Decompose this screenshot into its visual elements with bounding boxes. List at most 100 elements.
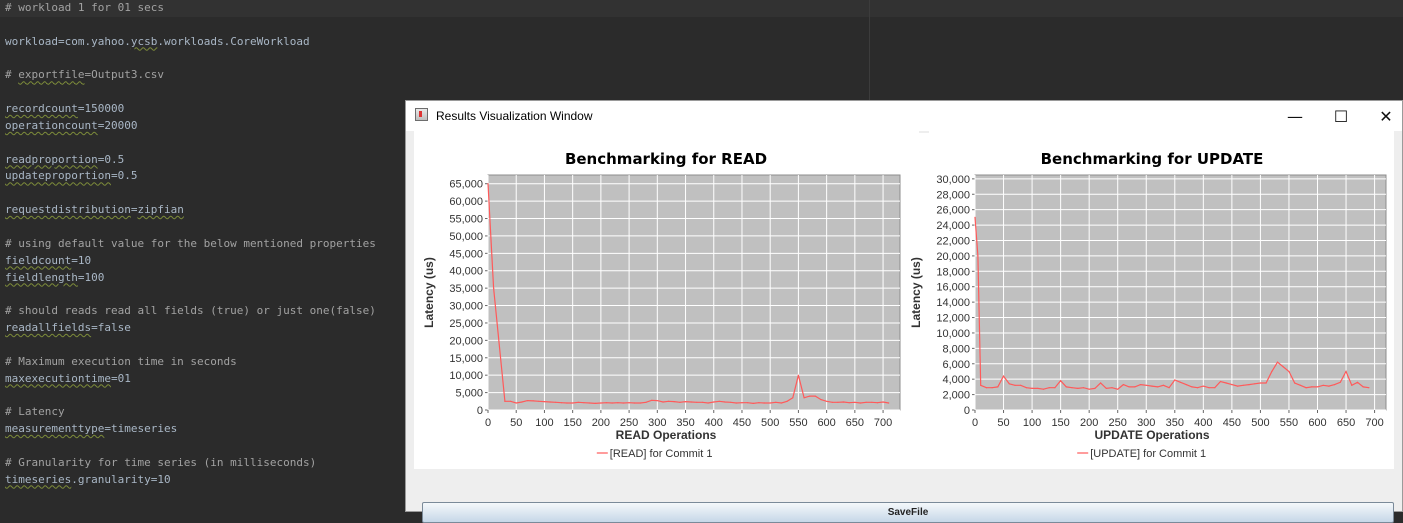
data-point bbox=[980, 384, 982, 386]
data-point bbox=[1071, 387, 1073, 389]
data-point bbox=[876, 402, 878, 404]
code-token: readproportion bbox=[5, 152, 98, 166]
data-point bbox=[786, 400, 788, 402]
code-line: fieldcount=10 bbox=[5, 253, 376, 270]
data-point bbox=[985, 387, 988, 389]
x-tick-label: 700 bbox=[874, 417, 892, 429]
x-tick-label: 0 bbox=[485, 417, 491, 429]
data-point bbox=[758, 402, 760, 404]
y-tick-label: 55,000 bbox=[449, 214, 483, 226]
y-tick-label: 8,000 bbox=[942, 343, 970, 355]
code-token: ycsb bbox=[130, 34, 158, 48]
x-tick-label: 450 bbox=[1223, 417, 1241, 429]
data-point bbox=[515, 402, 517, 404]
code-line: # Granularity for time series (in millis… bbox=[5, 455, 376, 472]
x-tick-label: 450 bbox=[733, 417, 751, 429]
chart-title: Benchmarking for READ bbox=[565, 150, 767, 168]
code-line bbox=[5, 135, 376, 152]
data-point bbox=[1117, 388, 1119, 390]
x-tick-label: 400 bbox=[705, 417, 723, 429]
plot-area bbox=[974, 174, 1387, 411]
code-token: readallfields bbox=[5, 321, 92, 335]
data-point bbox=[1048, 387, 1050, 389]
data-point bbox=[617, 402, 619, 404]
window-content: Benchmarking for READ 0 5,000 10,000 15,000 2… bbox=[406, 131, 1402, 523]
data-point bbox=[1008, 383, 1010, 385]
y-tick-label: 6,000 bbox=[942, 359, 970, 371]
data-point bbox=[662, 401, 664, 403]
data-point bbox=[543, 401, 545, 403]
x-tick-label: 200 bbox=[592, 417, 610, 429]
data-point bbox=[1077, 387, 1079, 389]
data-point bbox=[871, 401, 873, 403]
code-token: updateproportion bbox=[5, 169, 111, 183]
y-tick-label: 28,000 bbox=[936, 189, 970, 201]
data-point bbox=[707, 402, 709, 404]
data-point bbox=[1151, 385, 1153, 387]
y-axis-label: Latency (us) bbox=[909, 257, 923, 328]
data-point bbox=[752, 402, 754, 404]
x-tick-label: 350 bbox=[676, 417, 694, 429]
data-point bbox=[1020, 384, 1022, 386]
data-point bbox=[1157, 386, 1159, 388]
y-tick-label: 14,000 bbox=[936, 297, 970, 309]
data-point bbox=[1276, 361, 1279, 363]
data-point bbox=[718, 400, 720, 402]
data-point bbox=[882, 401, 884, 403]
data-point bbox=[594, 402, 596, 404]
data-point bbox=[1299, 384, 1301, 386]
data-point bbox=[1054, 387, 1056, 389]
code-token: = bbox=[130, 203, 138, 217]
code-token: =Output3.csv bbox=[84, 68, 164, 82]
code-token: =01 bbox=[110, 371, 131, 385]
data-point bbox=[622, 402, 625, 404]
window-titlebar[interactable]: Results Visualization Window — ☐ ✕ bbox=[406, 101, 1402, 131]
code-text[interactable]: # workload 1 for 01 secs workload=com.ya… bbox=[5, 0, 376, 488]
data-point bbox=[1174, 379, 1176, 381]
x-tick-label: 250 bbox=[1109, 417, 1127, 429]
code-line bbox=[5, 337, 376, 354]
data-point bbox=[854, 401, 856, 403]
data-point bbox=[1242, 384, 1244, 386]
data-point bbox=[1037, 387, 1039, 389]
data-point bbox=[1060, 380, 1062, 382]
save-file-button[interactable]: SaveFile bbox=[422, 502, 1394, 523]
code-token: =0.5 bbox=[97, 152, 125, 166]
minimize-button[interactable]: — bbox=[1287, 106, 1303, 126]
legend-label: [UPDATE] for Commit 1 bbox=[1090, 448, 1206, 460]
code-token: # bbox=[5, 68, 19, 82]
data-point bbox=[820, 399, 822, 401]
code-line bbox=[5, 17, 376, 34]
results-visualization-window[interactable]: Results Visualization Window — ☐ ✕ Bench… bbox=[405, 100, 1403, 523]
data-point bbox=[826, 400, 828, 402]
data-point bbox=[1282, 366, 1284, 368]
data-point bbox=[1094, 387, 1096, 389]
data-point bbox=[1197, 387, 1199, 389]
y-tick-label: 35,000 bbox=[449, 283, 483, 295]
maximize-button[interactable]: ☐ bbox=[1333, 106, 1349, 126]
data-point bbox=[673, 401, 675, 403]
code-line bbox=[5, 387, 376, 404]
data-point bbox=[639, 402, 641, 404]
code-token: # Granularity for time series (in millis… bbox=[5, 455, 317, 469]
data-point bbox=[566, 402, 568, 404]
data-point bbox=[1294, 382, 1296, 384]
y-tick-label: 20,000 bbox=[449, 335, 483, 347]
x-tick-label: 400 bbox=[1194, 417, 1212, 429]
code-line bbox=[5, 51, 376, 68]
data-point bbox=[1111, 387, 1113, 389]
data-point bbox=[763, 402, 766, 404]
code-token: .granularity=10 bbox=[71, 472, 171, 486]
close-button[interactable]: ✕ bbox=[1379, 106, 1393, 126]
data-point bbox=[1339, 381, 1341, 383]
y-tick-label: 60,000 bbox=[449, 196, 483, 208]
code-token: # workload 1 for 01 secs bbox=[5, 1, 164, 14]
data-point bbox=[1237, 385, 1239, 387]
x-tick-label: 600 bbox=[817, 417, 835, 429]
x-axis-label: READ Operations bbox=[616, 428, 717, 442]
data-point bbox=[668, 400, 670, 402]
code-token: # using default value for the below ment… bbox=[5, 236, 376, 250]
code-token: measurementtype bbox=[5, 422, 105, 436]
code-token: exportfile bbox=[18, 68, 85, 82]
data-point bbox=[487, 183, 489, 185]
